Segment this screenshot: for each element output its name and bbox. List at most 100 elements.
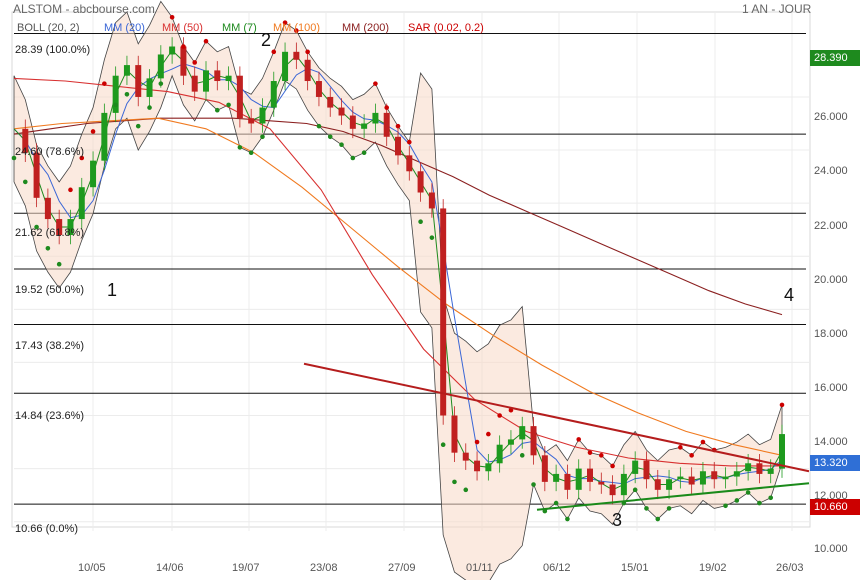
candle-body-8 [101, 112, 108, 161]
sar-dot-22 [260, 134, 265, 140]
fib-label-236: 14.84 (23.6%) [15, 410, 85, 422]
candle-body-20 [236, 75, 243, 119]
candle-body-21 [248, 118, 255, 124]
trendlines [303, 362, 810, 511]
sar-dot-56 [644, 506, 649, 511]
indicator-boll: BOLL (20, 2) [17, 22, 80, 34]
sar-dot-29 [339, 142, 344, 148]
sar-dot-32 [373, 81, 378, 86]
candle-body-26 [304, 59, 311, 82]
sar-dot-0 [11, 155, 17, 161]
candle-body-7 [90, 160, 97, 188]
sar-dot-35 [406, 139, 412, 145]
fib-label-618: 21.62 (61.8%) [15, 227, 85, 239]
x-tick-2: 19/07 [232, 562, 260, 574]
wave-label-1: 1 [107, 280, 118, 300]
candle-body-13 [157, 54, 164, 79]
x-tick-9: 26/03 [776, 562, 804, 574]
candle-body-25 [293, 51, 300, 60]
sar-dots [11, 15, 785, 522]
sar-dot-23 [271, 49, 277, 55]
candle-body-29 [338, 107, 345, 116]
wave-label-2: 2 [261, 30, 272, 50]
sar-dot-42 [486, 431, 491, 437]
candle-body-41 [474, 460, 481, 472]
candle-body-6 [78, 187, 85, 220]
candle-body-43 [496, 444, 503, 464]
candle-body-9 [112, 75, 119, 113]
candle-body-66 [756, 463, 763, 474]
candle-body-17 [203, 70, 209, 92]
series-mm50 [13, 77, 782, 467]
candle-body-58 [666, 479, 673, 490]
candle-body-16 [191, 75, 198, 92]
candle-body-12 [146, 78, 153, 97]
candle-body-27 [315, 81, 322, 97]
sar-dot-28 [327, 134, 333, 140]
y-tick-22: 22.000 [814, 220, 848, 232]
sar-dot-19 [226, 102, 231, 108]
fib-label-382: 17.43 (38.2%) [15, 340, 85, 352]
trendline-resistance [303, 362, 810, 473]
fib-label-0: 10.66 (0.0%) [15, 523, 78, 535]
candle-body-62 [711, 471, 718, 480]
sar-dot-50 [576, 437, 582, 442]
candle-body-5 [67, 219, 74, 235]
sar-dot-3 [45, 245, 51, 251]
sar-dot-63 [723, 503, 728, 509]
candle-body-10 [123, 65, 130, 76]
candle-body-14 [169, 46, 176, 55]
sar-dot-67 [768, 495, 774, 501]
sar-dot-8 [102, 81, 107, 86]
sar-dot-57 [655, 516, 661, 522]
sar-dot-34 [395, 123, 401, 129]
sar-dot-4 [56, 261, 62, 267]
sar-dot-5 [68, 187, 73, 193]
indicator-mm7: MM (7) [222, 22, 257, 34]
candle-body-18 [214, 70, 221, 82]
sar-dot-14 [169, 15, 175, 20]
sar-dot-30 [350, 155, 356, 161]
candle-body-37 [428, 192, 435, 209]
candle-body-52 [598, 481, 605, 485]
fib-label-100: 28.39 (100.0%) [15, 44, 91, 56]
fib-label-50: 19.52 (50.0%) [15, 284, 85, 296]
period-label: 1 AN - JOUR [742, 2, 812, 16]
y-tick-20: 20.000 [814, 274, 848, 286]
sar-dot-10 [124, 91, 130, 97]
sar-dot-52 [598, 453, 604, 458]
series-mm100 [13, 117, 783, 456]
candle-body-59 [677, 476, 684, 480]
x-tick-8: 19/02 [699, 562, 727, 574]
candle-body-34 [395, 136, 401, 156]
fib-label-786: 24.60 (78.6%) [15, 146, 85, 158]
candle-body-1 [22, 128, 29, 153]
price-series [22, 37, 785, 505]
indicator-sar: SAR (0.02, 0.2) [408, 22, 484, 34]
sar-dot-45 [519, 453, 525, 458]
wave-label-4: 4 [784, 285, 795, 305]
candle-body-67 [767, 468, 774, 474]
sar-dot-59 [678, 445, 683, 450]
sar-dot-43 [497, 413, 502, 418]
sar-dot-39 [452, 479, 457, 485]
candle-body-61 [699, 471, 706, 485]
last-price-badge: 13.320 [810, 455, 860, 471]
candle-body-23 [270, 81, 277, 108]
candle-body-49 [564, 473, 571, 490]
candle-body-19 [225, 75, 232, 82]
chart-title: ALSTOM - abcbourse.com [13, 2, 155, 16]
candle-body-45 [519, 426, 526, 440]
candle-body-50 [575, 468, 582, 490]
candle-body-22 [259, 107, 266, 124]
sar-dot-33 [384, 105, 390, 110]
sar-dot-60 [689, 453, 694, 458]
candle-body-28 [327, 96, 334, 108]
sar-dot-26 [305, 49, 310, 55]
sar-dot-46 [531, 482, 536, 487]
sar-dot-37 [429, 235, 435, 240]
y-tick-16: 16.000 [814, 382, 848, 394]
sar-dot-27 [316, 123, 322, 129]
candle-body-15 [180, 46, 187, 76]
